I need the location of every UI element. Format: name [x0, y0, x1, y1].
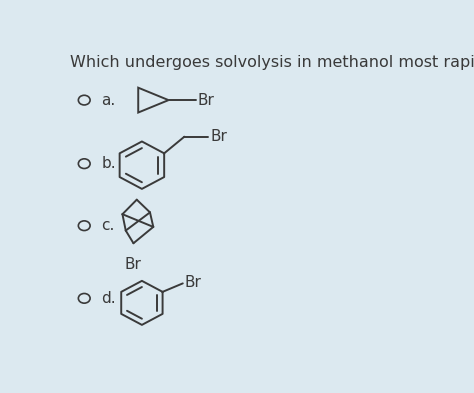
Text: Br: Br: [185, 275, 201, 290]
Text: c.: c.: [101, 218, 115, 233]
Text: Br: Br: [198, 93, 215, 108]
Text: Br: Br: [210, 129, 227, 144]
Text: Br: Br: [124, 257, 141, 272]
Text: d.: d.: [101, 291, 116, 306]
Text: b.: b.: [101, 156, 116, 171]
Text: a.: a.: [101, 93, 116, 108]
Text: Which undergoes solvolysis in methanol most rapidly?: Which undergoes solvolysis in methanol m…: [70, 55, 474, 70]
